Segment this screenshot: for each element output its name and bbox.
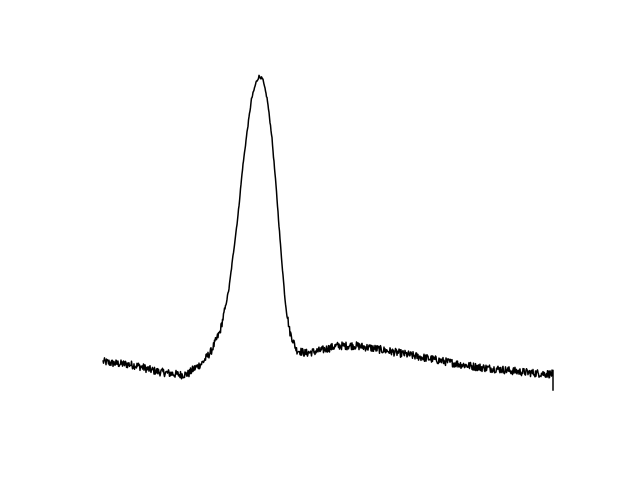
series-layer (102, 74, 554, 391)
series-line-0 (102, 74, 554, 391)
